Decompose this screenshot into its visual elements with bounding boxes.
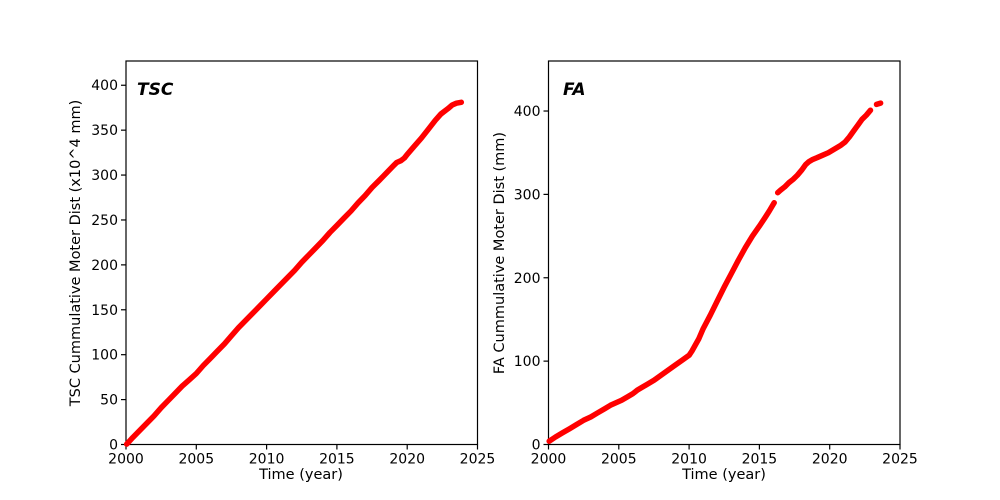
data-segment: [546, 199, 777, 444]
tsc-plot-annotation: TSC: [137, 80, 174, 100]
tsc-plot: 2000 2005 2010 2015 2020 2025 0 50 100 150 200 250 3…: [91, 60, 496, 468]
y-tick-label: 250: [91, 213, 118, 229]
y-tick-label: 400: [514, 104, 541, 120]
y-tick-label: 400: [91, 78, 118, 94]
x-tick-label: 2015: [319, 452, 355, 468]
data-segment: [123, 99, 465, 447]
data-segment: [774, 107, 874, 196]
x-tick-label: 2025: [460, 452, 496, 468]
fa-y-ticks: 0 100 200 300 400: [514, 104, 549, 454]
fa-axes-border: [547, 60, 901, 446]
y-tick-label: 100: [514, 354, 541, 370]
tsc-y-ticks: 0 50 100 150 200 250 300 350 400: [91, 78, 126, 454]
y-tick-label: 150: [91, 303, 118, 319]
fa-series: [546, 100, 884, 444]
y-tick-label: 200: [91, 258, 118, 274]
x-tick-label: 2025: [882, 452, 918, 468]
x-tick-label: 2010: [671, 452, 707, 468]
x-tick-label: 2020: [812, 452, 848, 468]
x-tick-label: 2005: [178, 452, 214, 468]
tsc-y-axis-label: TSC Cummulative Moter Dist (x10^4 mm): [68, 99, 84, 407]
fa-x-ticks: 2000 2005 2010 2015 2020 2025: [531, 444, 918, 468]
tsc-series: [123, 99, 465, 447]
x-tick-label: 2000: [108, 452, 144, 468]
y-tick-label: 0: [532, 438, 541, 454]
y-tick-label: 50: [100, 393, 118, 409]
x-tick-label: 2010: [249, 452, 285, 468]
fa-plot: 2000 2005 2010 2015 2020 2025 0 100 200 300 400: [514, 60, 918, 468]
x-tick-label: 2000: [531, 452, 567, 468]
x-tick-label: 2015: [742, 452, 778, 468]
data-segment: [873, 100, 884, 108]
y-tick-label: 300: [91, 168, 118, 184]
fa-plot-annotation: FA: [563, 80, 586, 100]
y-tick-label: 100: [91, 348, 118, 364]
y-tick-label: 350: [91, 123, 118, 139]
fa-x-axis-label: Time (year): [682, 467, 766, 483]
y-tick-label: 200: [514, 271, 541, 287]
x-tick-label: 2020: [389, 452, 425, 468]
y-tick-label: 0: [109, 438, 118, 454]
tsc-x-ticks: 2000 2005 2010 2015 2020 2025: [108, 444, 496, 468]
fa-y-axis-label: FA Cummulative Moter Dist (mm): [492, 131, 508, 375]
tsc-axes-border: [125, 60, 479, 446]
x-tick-label: 2005: [601, 452, 637, 468]
tsc-x-axis-label: Time (year): [259, 467, 343, 483]
y-tick-label: 300: [514, 187, 541, 203]
